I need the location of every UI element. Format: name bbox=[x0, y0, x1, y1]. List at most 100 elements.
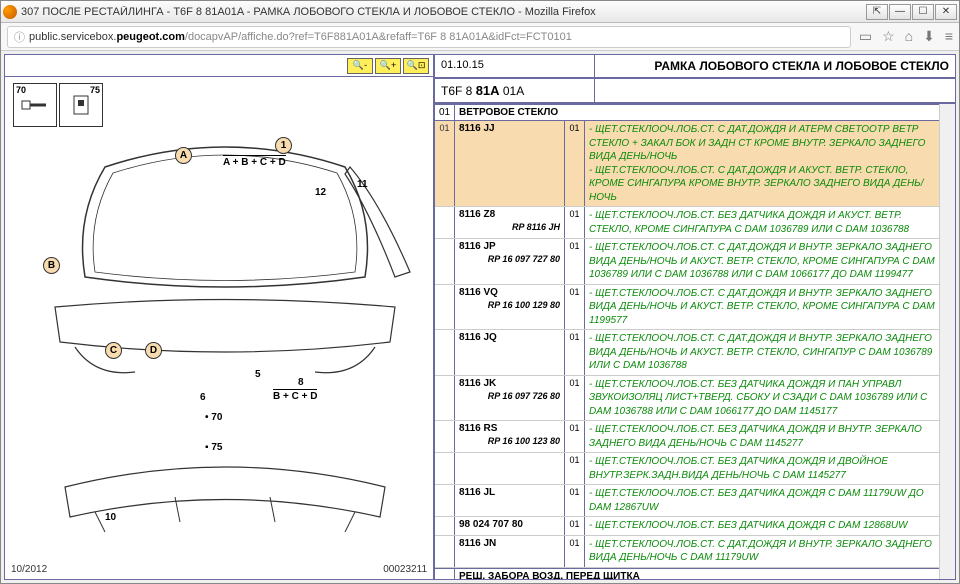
table-row[interactable]: 01- ЩЕТ.СТЕКЛООЧ.ЛОБ.СТ. БЕЗ ДАТЧИКА ДОЖ… bbox=[435, 453, 939, 485]
row-desc: - ЩЕТ.СТЕКЛООЧ.ЛОБ.СТ. БЕЗ ДАТЧИКА ДОЖДЯ… bbox=[585, 207, 939, 238]
close-button[interactable]: ✕ bbox=[935, 4, 957, 20]
row-num bbox=[435, 239, 455, 284]
address-bar: ⓘ public.servicebox.peugeot.com /docapvA… bbox=[1, 23, 959, 51]
label-70: • 70 bbox=[205, 412, 222, 423]
diagram-footer: 10/2012 00023211 bbox=[11, 564, 427, 575]
bookmark-icon[interactable]: ☆ bbox=[882, 28, 895, 45]
section-header: РЕШ. ЗАБОРА ВОЗД. ПЕРЕД ЩИТКА bbox=[435, 568, 939, 580]
row-code: 8116 JQ bbox=[455, 330, 565, 375]
label-6: 6 bbox=[200, 392, 206, 403]
titlebar: 307 ПОСЛЕ РЕСТАЙЛИНГА - T6F 8 81A01A - Р… bbox=[1, 1, 959, 23]
row-code: 8116 JN bbox=[455, 536, 565, 567]
firefox-icon bbox=[3, 5, 17, 19]
row-qty: 01 bbox=[565, 536, 585, 567]
callout-b: B bbox=[43, 257, 60, 274]
row-desc: - ЩЕТ.СТЕКЛООЧ.ЛОБ.СТ. БЕЗ ДАТЧИКА ДОЖДЯ… bbox=[585, 453, 939, 484]
thumb-75[interactable]: 75 bbox=[59, 83, 103, 127]
row-desc: - ЩЕТ.СТЕКЛООЧ.ЛОБ.СТ. БЕЗ ДАТЧИКА ДОЖДЯ… bbox=[585, 517, 939, 535]
header-ref: T6F 8 81A 01A bbox=[435, 79, 595, 102]
zoom-in-button[interactable]: 🔍+ bbox=[375, 58, 401, 74]
maximize-button[interactable]: ☐ bbox=[912, 4, 934, 20]
browser-window: 307 ПОСЛЕ РЕСТАЙЛИНГА - T6F 8 81A01A - Р… bbox=[0, 0, 960, 584]
thumb-70[interactable]: 70 bbox=[13, 83, 57, 127]
row-desc: - ЩЕТ.СТЕКЛООЧ.ЛОБ.СТ. С ДАТ.ДОЖДЯ И ВНУ… bbox=[585, 330, 939, 375]
row-desc: - ЩЕТ.СТЕКЛООЧ.ЛОБ.СТ. БЕЗ ДАТЧИКА ДОЖДЯ… bbox=[585, 485, 939, 516]
parts-header-1: 01.10.15 РАМКА ЛОБОВОГО СТЕКЛА И ЛОБОВОЕ… bbox=[435, 55, 955, 79]
row-code: 98 024 707 80 bbox=[455, 517, 565, 535]
row-qty: 01 bbox=[565, 207, 585, 238]
table-row[interactable]: 8116 JKRP 16 097 726 8001- ЩЕТ.СТЕКЛООЧ.… bbox=[435, 376, 939, 422]
download-icon[interactable]: ⬇ bbox=[923, 28, 935, 45]
zoom-out-button[interactable]: 🔍- bbox=[347, 58, 373, 74]
parts-table: 01ВЕТРОВОЕ СТЕКЛО018116 JJ01- ЩЕТ.СТЕКЛО… bbox=[435, 104, 939, 579]
callout-1: 1 bbox=[275, 137, 292, 154]
popout-button[interactable]: ⇱ bbox=[866, 4, 888, 20]
row-code: 8116 JPRP 16 097 727 80 bbox=[455, 239, 565, 284]
diagram-toolbar: 🔍- 🔍+ 🔍⊡ bbox=[5, 55, 433, 77]
exploded-diagram[interactable]: 70 75 bbox=[5, 77, 433, 579]
table-row[interactable]: 8116 RSRP 16 100 123 8001- ЩЕТ.СТЕКЛООЧ.… bbox=[435, 421, 939, 453]
minimize-button[interactable]: — bbox=[889, 4, 911, 20]
url-box[interactable]: ⓘ public.servicebox.peugeot.com /docapvA… bbox=[7, 26, 851, 48]
row-num bbox=[435, 536, 455, 567]
row-qty: 01 bbox=[565, 330, 585, 375]
table-row[interactable]: 8116 JN01- ЩЕТ.СТЕКЛООЧ.ЛОБ.СТ. С ДАТ.ДО… bbox=[435, 536, 939, 568]
diagram-date: 10/2012 bbox=[11, 564, 47, 575]
table-row[interactable]: 8116 JQ01- ЩЕТ.СТЕКЛООЧ.ЛОБ.СТ. С ДАТ.ДО… bbox=[435, 330, 939, 376]
table-row[interactable]: 8116 VQRP 16 100 129 8001- ЩЕТ.СТЕКЛООЧ.… bbox=[435, 285, 939, 331]
row-num bbox=[435, 207, 455, 238]
row-qty: 01 bbox=[565, 517, 585, 535]
side-trim-shape bbox=[340, 162, 430, 282]
row-code: 8116 JJ bbox=[455, 121, 565, 206]
section-header: 01ВЕТРОВОЕ СТЕКЛО bbox=[435, 104, 939, 121]
row-qty: 01 bbox=[565, 453, 585, 484]
home-icon[interactable]: ⌂ bbox=[905, 28, 913, 45]
diagram-panel: 🔍- 🔍+ 🔍⊡ 70 75 bbox=[5, 55, 435, 579]
row-qty: 01 bbox=[565, 421, 585, 452]
table-row[interactable]: 8116 JL01- ЩЕТ.СТЕКЛООЧ.ЛОБ.СТ. БЕЗ ДАТЧ… bbox=[435, 485, 939, 517]
diagram-number: 00023211 bbox=[383, 564, 427, 575]
callout-d: D bbox=[145, 342, 162, 359]
table-row[interactable]: 8116 JPRP 16 097 727 8001- ЩЕТ.СТЕКЛООЧ.… bbox=[435, 239, 939, 285]
row-code: 8116 JKRP 16 097 726 80 bbox=[455, 376, 565, 421]
clip-icon bbox=[68, 92, 94, 118]
row-num bbox=[435, 376, 455, 421]
row-qty: 01 bbox=[565, 485, 585, 516]
row-num bbox=[435, 421, 455, 452]
row-desc: - ЩЕТ.СТЕКЛООЧ.ЛОБ.СТ. БЕЗ ДАТЧИКА ДОЖДЯ… bbox=[585, 376, 939, 421]
label-eq8: B + C + D bbox=[273, 389, 317, 402]
callout-a: A bbox=[175, 147, 192, 164]
row-desc: - ЩЕТ.СТЕКЛООЧ.ЛОБ.СТ. С ДАТ.ДОЖДЯ И АТЕ… bbox=[585, 121, 939, 206]
row-desc: - ЩЕТ.СТЕКЛООЧ.ЛОБ.СТ. С ДАТ.ДОЖДЯ И ВНУ… bbox=[585, 285, 939, 330]
row-desc: - ЩЕТ.СТЕКЛООЧ.ЛОБ.СТ. С ДАТ.ДОЖДЯ И ВНУ… bbox=[585, 239, 939, 284]
row-desc: - ЩЕТ.СТЕКЛООЧ.ЛОБ.СТ. БЕЗ ДАТЧИКА ДОЖДЯ… bbox=[585, 421, 939, 452]
row-qty: 01 bbox=[565, 376, 585, 421]
row-num bbox=[435, 517, 455, 535]
window-title: 307 ПОСЛЕ РЕСТАЙЛИНГА - T6F 8 81A01A - Р… bbox=[21, 6, 866, 18]
row-qty: 01 bbox=[565, 239, 585, 284]
table-row[interactable]: 8116 Z8RP 8116 JH01- ЩЕТ.СТЕКЛООЧ.ЛОБ.СТ… bbox=[435, 207, 939, 239]
parts-panel: 01.10.15 РАМКА ЛОБОВОГО СТЕКЛА И ЛОБОВОЕ… bbox=[435, 55, 955, 579]
label-8: 8 bbox=[298, 377, 304, 388]
zoom-fit-button[interactable]: 🔍⊡ bbox=[403, 58, 429, 74]
crossmember-shape bbox=[55, 437, 395, 547]
table-row[interactable]: 98 024 707 8001- ЩЕТ.СТЕКЛООЧ.ЛОБ.СТ. БЕ… bbox=[435, 517, 939, 536]
table-row[interactable]: 018116 JJ01- ЩЕТ.СТЕКЛООЧ.ЛОБ.СТ. С ДАТ.… bbox=[435, 121, 939, 207]
callout-c: C bbox=[105, 342, 122, 359]
row-desc: - ЩЕТ.СТЕКЛООЧ.ЛОБ.СТ. С ДАТ.ДОЖДЯ И ВНУ… bbox=[585, 536, 939, 567]
row-num bbox=[435, 453, 455, 484]
parts-header-2: T6F 8 81A 01A bbox=[435, 79, 955, 104]
row-num bbox=[435, 330, 455, 375]
info-icon: ⓘ bbox=[14, 29, 25, 45]
row-code: 8116 RSRP 16 100 123 80 bbox=[455, 421, 565, 452]
header-date: 01.10.15 bbox=[435, 55, 595, 77]
row-code: 8116 VQRP 16 100 129 80 bbox=[455, 285, 565, 330]
scrollbar[interactable] bbox=[939, 104, 955, 579]
menu-icon[interactable]: ≡ bbox=[945, 28, 953, 45]
row-num bbox=[435, 485, 455, 516]
label-11: 11 bbox=[357, 179, 368, 190]
row-code bbox=[455, 453, 565, 484]
reader-icon[interactable]: ▭ bbox=[859, 28, 872, 45]
bolt-icon bbox=[20, 95, 50, 115]
label-5: 5 bbox=[255, 369, 261, 380]
